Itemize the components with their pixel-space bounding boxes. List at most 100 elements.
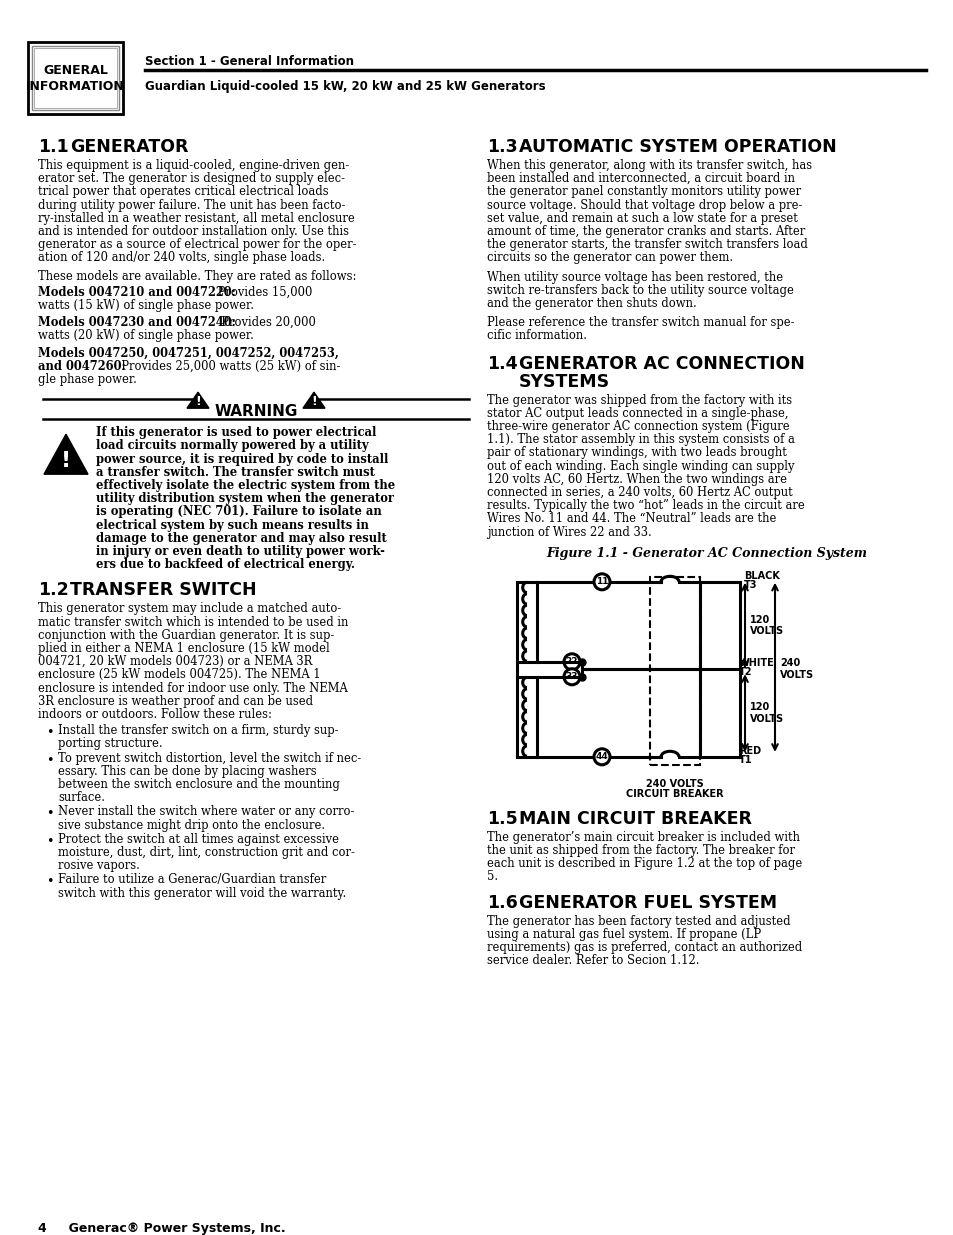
Text: Guardian Liquid-cooled 15 kW, 20 kW and 25 kW Generators: Guardian Liquid-cooled 15 kW, 20 kW and …	[145, 80, 545, 93]
Text: ation of 120 and/or 240 volts, single phase loads.: ation of 120 and/or 240 volts, single ph…	[38, 252, 325, 264]
Bar	[28, 107, 123, 114]
Text: the generator starts, the transfer switch transfers load: the generator starts, the transfer switc…	[486, 238, 807, 251]
Text: This equipment is a liquid-cooled, engine-driven gen-: This equipment is a liquid-cooled, engin…	[38, 159, 349, 172]
Text: Please reference the transfer switch manual for spe-: Please reference the transfer switch man…	[486, 316, 794, 330]
Text: Models 0047250, 0047251, 0047252, 0047253,: Models 0047250, 0047251, 0047252, 004725…	[38, 347, 338, 359]
Text: CIRCUIT BREAKER: CIRCUIT BREAKER	[625, 789, 723, 799]
Text: cific information.: cific information.	[486, 330, 586, 342]
Bar	[96, 100, 104, 107]
Text: When utility source voltage has been restored, the: When utility source voltage has been res…	[486, 270, 782, 284]
Polygon shape	[303, 393, 325, 409]
Text: requirements) gas is preferred, contact an authorized: requirements) gas is preferred, contact …	[486, 941, 801, 953]
Text: 33: 33	[565, 672, 578, 682]
Text: BLACK: BLACK	[743, 571, 779, 580]
Text: trical power that operates critical electrical loads: trical power that operates critical elec…	[38, 185, 328, 199]
Text: electrical system by such means results in: electrical system by such means results …	[96, 519, 369, 531]
Text: the generator panel constantly monitors utility power: the generator panel constantly monitors …	[486, 185, 801, 199]
Text: GENERAL: GENERAL	[43, 63, 108, 77]
Text: Provides 25,000 watts (25 kW) of sin-: Provides 25,000 watts (25 kW) of sin-	[113, 359, 340, 373]
Polygon shape	[44, 435, 88, 474]
Text: Figure 1.1 - Generator AC Connection System: Figure 1.1 - Generator AC Connection Sys…	[545, 547, 866, 559]
Text: !: !	[61, 451, 71, 472]
Text: !: !	[195, 395, 201, 408]
Circle shape	[594, 748, 609, 764]
Text: each unit is described in Figure 1.2 at the top of page: each unit is described in Figure 1.2 at …	[486, 857, 801, 871]
Text: Never install the switch where water or any corro-: Never install the switch where water or …	[58, 805, 354, 819]
Text: •: •	[46, 753, 53, 767]
Text: 5.: 5.	[486, 871, 497, 883]
Bar	[34, 48, 117, 107]
Text: 1.4: 1.4	[486, 354, 517, 373]
Text: GENERATOR AC CONNECTION: GENERATOR AC CONNECTION	[518, 354, 804, 373]
Text: erator set. The generator is designed to supply elec-: erator set. The generator is designed to…	[38, 172, 345, 185]
Text: The generator has been factory tested and adjusted: The generator has been factory tested an…	[486, 915, 790, 927]
Text: Section 1 - General Information: Section 1 - General Information	[145, 56, 354, 68]
Text: effectively isolate the electric system from the: effectively isolate the electric system …	[96, 479, 395, 492]
Text: essary. This can be done by placing washers: essary. This can be done by placing wash…	[58, 764, 316, 778]
Polygon shape	[187, 393, 209, 409]
Text: 120
VOLTS: 120 VOLTS	[749, 615, 783, 636]
Text: rosive vapors.: rosive vapors.	[58, 860, 140, 872]
Text: 120
VOLTS: 120 VOLTS	[749, 703, 783, 724]
Text: using a natural gas fuel system. If propane (LP: using a natural gas fuel system. If prop…	[486, 927, 760, 941]
Text: indoors or outdoors. Follow these rules:: indoors or outdoors. Follow these rules:	[38, 708, 272, 721]
Text: matic transfer switch which is intended to be used in: matic transfer switch which is intended …	[38, 615, 348, 629]
Text: and is intended for outdoor installation only. Use this: and is intended for outdoor installation…	[38, 225, 349, 238]
Text: in injury or even death to utility power work-: in injury or even death to utility power…	[96, 545, 384, 558]
Text: utility distribution system when the generator: utility distribution system when the gen…	[96, 493, 394, 505]
Text: 004721, 20 kW models 004723) or a NEMA 3R: 004721, 20 kW models 004723) or a NEMA 3…	[38, 656, 312, 668]
Text: sive substance might drip onto the enclosure.: sive substance might drip onto the enclo…	[58, 819, 325, 831]
Text: The generator was shipped from the factory with its: The generator was shipped from the facto…	[486, 394, 791, 406]
Text: amount of time, the generator cranks and starts. After: amount of time, the generator cranks and…	[486, 225, 804, 238]
Text: WHITE: WHITE	[739, 658, 774, 668]
Text: ers due to backfeed of electrical energy.: ers due to backfeed of electrical energy…	[96, 558, 355, 572]
Text: •: •	[46, 876, 53, 888]
Text: GENERATOR FUEL SYSTEM: GENERATOR FUEL SYSTEM	[518, 894, 777, 911]
Text: been installed and interconnected, a circuit board in: been installed and interconnected, a cir…	[486, 172, 794, 185]
Bar	[649, 577, 700, 764]
Text: 1.1). The stator assembly in this system consists of a: 1.1). The stator assembly in this system…	[486, 433, 794, 446]
Text: T2: T2	[739, 667, 752, 677]
Text: RED: RED	[739, 746, 760, 756]
Text: source voltage. Should that voltage drop below a pre-: source voltage. Should that voltage drop…	[486, 199, 801, 211]
Circle shape	[563, 669, 579, 684]
Text: switch re-transfers back to the utility source voltage: switch re-transfers back to the utility …	[486, 284, 793, 296]
Bar	[76, 100, 84, 107]
Text: and the generator then shuts down.: and the generator then shuts down.	[486, 296, 696, 310]
Text: ry-installed in a weather resistant, all metal enclosure: ry-installed in a weather resistant, all…	[38, 211, 355, 225]
Text: the unit as shipped from the factory. The breaker for: the unit as shipped from the factory. Th…	[486, 844, 794, 857]
Bar	[32, 46, 119, 110]
Text: stator AC output leads connected in a single-phase,: stator AC output leads connected in a si…	[486, 406, 788, 420]
Text: service dealer. Refer to Secion 1.12.: service dealer. Refer to Secion 1.12.	[486, 955, 699, 967]
Text: power source, it is required by code to install: power source, it is required by code to …	[96, 452, 388, 466]
Text: Models 0047210 and 0047220:: Models 0047210 and 0047220:	[38, 285, 235, 299]
Text: porting structure.: porting structure.	[58, 737, 162, 751]
Text: 240 VOLTS: 240 VOLTS	[645, 779, 703, 789]
Text: T3: T3	[743, 579, 757, 590]
Text: Protect the switch at all times against excessive: Protect the switch at all times against …	[58, 832, 338, 846]
Text: If this generator is used to power electrical: If this generator is used to power elect…	[96, 426, 376, 440]
Text: enclosure is intended for indoor use only. The NEMA: enclosure is intended for indoor use onl…	[38, 682, 348, 694]
Text: and 0047260:: and 0047260:	[38, 359, 126, 373]
Text: junction of Wires 22 and 33.: junction of Wires 22 and 33.	[486, 526, 651, 538]
Text: circuits so the generator can power them.: circuits so the generator can power them…	[486, 252, 732, 264]
Text: Install the transfer switch on a firm, sturdy sup-: Install the transfer switch on a firm, s…	[58, 724, 338, 737]
Text: 1.3: 1.3	[486, 138, 517, 156]
Text: GENERATOR: GENERATOR	[70, 138, 189, 156]
Text: 120 volts AC, 60 Hertz. When the two windings are: 120 volts AC, 60 Hertz. When the two win…	[486, 473, 786, 485]
Text: When this generator, along with its transfer switch, has: When this generator, along with its tran…	[486, 159, 811, 172]
Text: during utility power failure. The unit has been facto-: during utility power failure. The unit h…	[38, 199, 345, 211]
Text: surface.: surface.	[58, 792, 105, 804]
Text: out of each winding. Each single winding can supply: out of each winding. Each single winding…	[486, 459, 794, 473]
Text: AUTOMATIC SYSTEM OPERATION: AUTOMATIC SYSTEM OPERATION	[518, 138, 836, 156]
Text: a transfer switch. The transfer switch must: a transfer switch. The transfer switch m…	[96, 466, 375, 479]
Text: plied in either a NEMA 1 enclosure (15 kW model: plied in either a NEMA 1 enclosure (15 k…	[38, 642, 330, 655]
Text: This generator system may include a matched auto-: This generator system may include a matc…	[38, 603, 341, 615]
Text: Failure to utilize a Generac/Guardian transfer: Failure to utilize a Generac/Guardian tr…	[58, 873, 326, 887]
Text: 1.1: 1.1	[38, 138, 69, 156]
Text: SYSTEMS: SYSTEMS	[518, 373, 610, 390]
Text: 11: 11	[595, 577, 608, 587]
Text: 240
VOLTS: 240 VOLTS	[780, 658, 813, 680]
Text: MAIN CIRCUIT BREAKER: MAIN CIRCUIT BREAKER	[518, 810, 751, 827]
Text: generator as a source of electrical power for the oper-: generator as a source of electrical powe…	[38, 238, 356, 251]
